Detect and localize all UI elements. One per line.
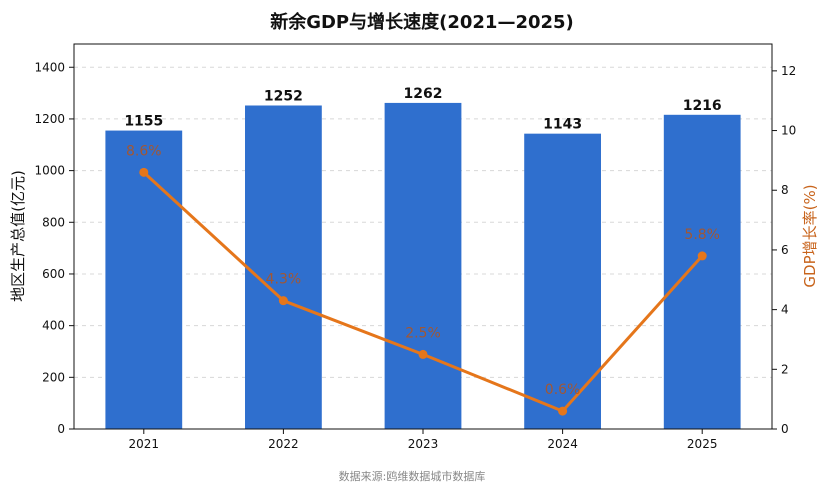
bar-value-label: 1252 — [264, 88, 303, 104]
y2-tick-label: 10 — [781, 124, 796, 138]
growth-rate-point — [558, 406, 568, 416]
y2-axis-title: GDP增长率(%) — [801, 184, 819, 287]
y-tick-label: 600 — [42, 267, 65, 281]
y-tick-label: 0 — [57, 422, 65, 436]
y2-tick-label: 0 — [781, 422, 789, 436]
x-tick-label: 2024 — [547, 437, 578, 451]
growth-rate-point — [139, 167, 149, 177]
growth-rate-point — [418, 349, 428, 359]
bar — [663, 114, 741, 430]
growth-rate-label: 0.6% — [545, 382, 581, 398]
y-tick-label: 800 — [42, 215, 65, 229]
growth-rate-series: 8.6% 4.3% 2.5% 0.6% 5.8% — [126, 143, 720, 416]
source-note: 数据来源:鸥维数据城市数据库 — [339, 469, 486, 483]
bar-value-label: 1262 — [404, 86, 443, 102]
y-axis-title: 地区生产总值(亿元) — [9, 170, 27, 302]
y-tick-label: 1000 — [34, 164, 65, 178]
x-tick-label: 2022 — [268, 437, 299, 451]
bar-value-label: 1216 — [683, 98, 722, 114]
y-tick-label: 1200 — [34, 112, 65, 126]
bar — [245, 105, 322, 429]
x-tick-label: 2023 — [408, 437, 439, 451]
bar-value-label: 1143 — [543, 117, 582, 133]
growth-rate-point — [697, 251, 707, 261]
x-tick-label: 2021 — [129, 437, 160, 451]
x-tick-label: 2025 — [687, 437, 718, 451]
y2-tick-label: 4 — [781, 303, 789, 317]
x-axis-ticks: 2021 2022 2023 2024 2025 — [129, 429, 718, 451]
bar-series: 1155 1252 1262 1143 1216 — [105, 86, 741, 430]
bar — [524, 133, 601, 429]
growth-rate-point — [278, 296, 288, 306]
y2-tick-label: 2 — [781, 362, 789, 376]
bar — [105, 130, 183, 429]
growth-rate-label: 4.3% — [266, 272, 302, 288]
y-axis-ticks: 0 200 400 600 800 1000 1200 1400 — [34, 60, 74, 436]
y2-tick-label: 8 — [781, 183, 789, 197]
y2-tick-label: 6 — [781, 243, 789, 257]
chart-title: 新余GDP与增长速度(2021—2025) — [270, 11, 574, 33]
y-tick-label: 400 — [42, 319, 65, 333]
bar-value-label: 1155 — [124, 114, 163, 130]
y-tick-label: 1400 — [34, 60, 65, 74]
growth-rate-label: 8.6% — [126, 143, 162, 159]
bar — [384, 102, 462, 429]
growth-rate-label: 2.5% — [405, 325, 441, 341]
y2-axis-ticks: 0 2 4 6 8 10 12 — [772, 64, 796, 436]
y-tick-label: 200 — [42, 370, 65, 384]
growth-rate-label: 5.8% — [684, 227, 720, 243]
y2-tick-label: 12 — [781, 64, 796, 78]
